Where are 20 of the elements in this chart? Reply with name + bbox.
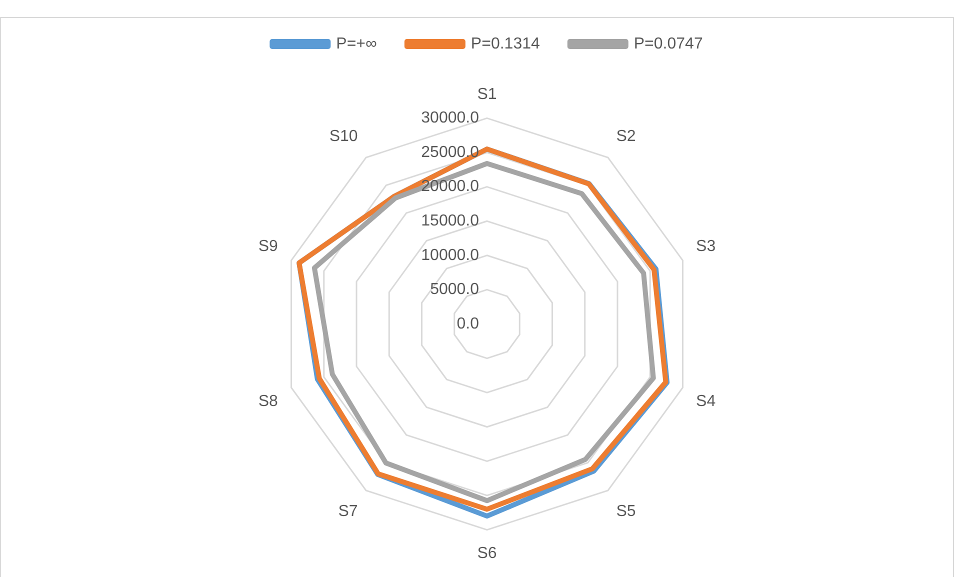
y-tick-label: 10000.0: [421, 246, 480, 264]
y-tick-label: 15000.0: [421, 212, 480, 230]
spoke-label: S3: [696, 238, 716, 255]
spoke-label: S7: [338, 502, 358, 520]
spoke-label: S5: [616, 502, 636, 520]
legend-label: P=+∞: [336, 35, 377, 52]
spoke-label: S2: [616, 128, 636, 145]
spoke-label: S1: [477, 86, 497, 104]
spoke-label: S10: [329, 128, 358, 145]
spoke-label: S4: [696, 392, 716, 410]
y-tick-label: 25000.0: [421, 144, 480, 161]
spoke-label: S8: [258, 392, 278, 410]
legend-label: P=0.0747: [634, 35, 703, 52]
y-tick-label: 30000.0: [421, 110, 480, 127]
y-tick-label: 5000.0: [430, 281, 480, 298]
spoke-label: S9: [258, 238, 278, 255]
legend-label: P=0.1314: [470, 35, 540, 52]
spoke-label: S6: [477, 544, 497, 562]
y-tick-label: 0.0: [456, 315, 480, 332]
y-tick-label: 20000.0: [421, 178, 480, 196]
